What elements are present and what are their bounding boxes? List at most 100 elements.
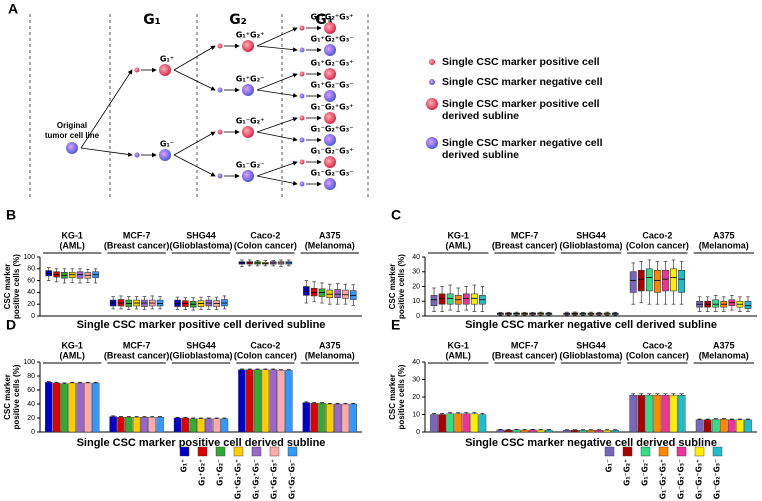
bar: [645, 395, 654, 433]
group-label: MCF-7: [511, 230, 539, 240]
bar: [173, 417, 182, 433]
legend-label: G₁⁻G₂⁺G₃⁻: [677, 459, 686, 499]
box: [637, 269, 645, 292]
group-subtitle: (Breast cancer): [492, 240, 558, 250]
bar: [84, 382, 92, 433]
arrow: [256, 27, 298, 47]
bar: [45, 382, 53, 433]
group-subtitle: (Breast cancer): [104, 350, 170, 360]
group-subtitle: (Glioblastoma): [559, 350, 622, 360]
y-tick-label: 100: [23, 254, 35, 261]
arrow: [256, 161, 298, 177]
box: [462, 293, 470, 305]
y-tick-label: 80: [27, 266, 35, 273]
single-cell: [134, 67, 140, 73]
group-subtitle: (Colon cancer): [234, 240, 297, 250]
node-label: G₁⁺: [160, 55, 174, 64]
group-subtitle: (Melanoma): [699, 350, 749, 360]
box: [470, 293, 478, 305]
y-tick-label: 0: [416, 429, 420, 436]
subline-cell: [324, 68, 336, 80]
bar: [611, 430, 620, 433]
group-subtitle: (Colon cancer): [234, 350, 297, 360]
node-label: G₁⁻G₂⁺G₃⁻: [311, 125, 354, 134]
group-subtitle: (AML): [59, 350, 85, 360]
bar: [326, 403, 334, 433]
bar: [205, 418, 213, 433]
group-label: A375: [319, 340, 341, 350]
bar: [220, 418, 229, 433]
node-label: G₁⁺G₂⁺: [236, 31, 265, 40]
node-label: G₁⁻G₂⁻: [236, 161, 265, 170]
x-axis-title: Single CSC marker negative cell derived …: [465, 319, 717, 331]
bar: [285, 370, 293, 433]
single-cell: [217, 129, 223, 135]
panel-label: C: [391, 207, 401, 223]
legend-label: G₁⁺G₂⁺G₃⁻: [252, 459, 261, 499]
bar: [333, 403, 342, 433]
bar: [744, 419, 752, 433]
y-axis-label: CSC marker: [3, 264, 12, 310]
legend-text: Single CSC marker negative cell: [442, 137, 603, 149]
bar: [261, 369, 270, 433]
y-tick-label: 10: [412, 298, 420, 305]
legend-text: Single CSC marker positive cell: [442, 98, 600, 110]
subline-cell: [324, 156, 336, 168]
group-label: MCF-7: [123, 340, 151, 350]
bar: [629, 395, 638, 433]
group-subtitle: (AML): [59, 240, 85, 250]
box: [430, 295, 438, 306]
bar: [212, 418, 221, 433]
y-tick-label: 40: [27, 401, 35, 408]
node-label: G₁⁻G₂⁺G₃⁺: [311, 103, 354, 112]
bar: [148, 417, 156, 433]
bar: [140, 417, 149, 433]
legend-swatch: [604, 446, 615, 457]
box: [629, 271, 637, 293]
legend-swatch: [694, 446, 705, 457]
arrow: [80, 69, 133, 149]
arrow: [256, 89, 298, 98]
box: [670, 268, 677, 292]
bar: [269, 369, 277, 433]
box: [654, 269, 661, 293]
bar: [156, 417, 164, 433]
node-label: G₁⁺G₂⁻: [236, 75, 265, 84]
bar: [544, 429, 553, 433]
group-label: Caco-2: [250, 230, 280, 240]
box: [678, 269, 685, 293]
legend-swatch: [658, 446, 669, 457]
bar: [579, 430, 587, 433]
legend-label: G₁⁺G₂⁻: [216, 459, 225, 486]
y-tick-label: 30: [412, 269, 420, 276]
y-tick-label: 0: [416, 313, 420, 320]
single-cell: [299, 25, 305, 31]
legend-swatch: [640, 446, 651, 457]
bar: [562, 430, 571, 433]
node-label: G₁⁻: [160, 140, 174, 149]
bar: [587, 430, 595, 433]
box: [334, 289, 341, 299]
node-label: G₁⁻G₂⁻G₃⁻: [311, 169, 354, 178]
bar: [661, 395, 670, 433]
bar: [478, 414, 487, 433]
y-tick-label: 30: [412, 376, 420, 383]
legend-label: G₁⁻G₂⁺G₃⁺: [659, 459, 668, 499]
y-axis-label: positive cells (%): [397, 254, 406, 319]
panel-a: A G₁ G₂ G₃ Original tumor cell line Sing…: [8, 1, 603, 200]
group-label: Caco-2: [642, 230, 672, 240]
group-subtitle: (Breast cancer): [492, 350, 558, 360]
node-label: G₁⁻G₂⁻G₃⁺: [311, 147, 354, 156]
legend-icon: [429, 79, 435, 85]
bar: [496, 429, 505, 433]
group-label: KG-1: [447, 230, 469, 240]
subline-cell: [324, 178, 336, 190]
bar: [76, 382, 84, 433]
bar: [470, 413, 479, 433]
group-subtitle: (Melanoma): [699, 240, 749, 250]
bar: [438, 414, 446, 433]
bar: [125, 417, 133, 433]
bar: [462, 413, 471, 433]
box: [156, 299, 164, 307]
